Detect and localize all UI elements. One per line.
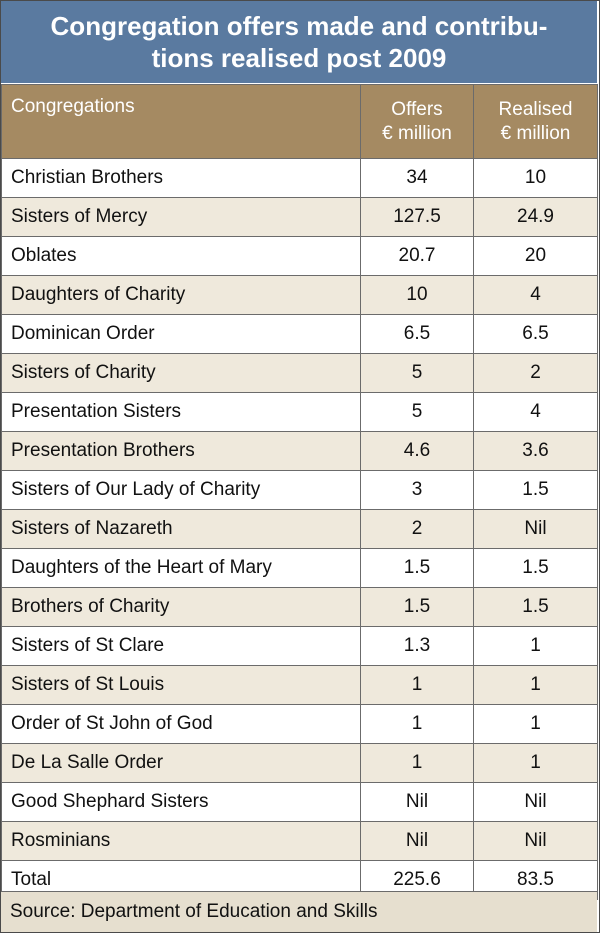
- cell-realised: 1.5: [473, 587, 598, 627]
- table-row: Good Shephard Sisters Nil Nil: [1, 782, 598, 822]
- cell-realised: 1: [473, 704, 598, 744]
- table-row: Sisters of St Louis 1 1: [1, 665, 598, 705]
- cell-realised: 2: [473, 353, 598, 393]
- cell-congregation: Daughters of the Heart of Mary: [1, 548, 361, 588]
- cell-offers: 1.3: [360, 626, 474, 666]
- cell-realised: 4: [473, 392, 598, 432]
- header-offers-line1: Offers: [391, 98, 443, 120]
- cell-realised: 1: [473, 665, 598, 705]
- cell-congregation: Presentation Brothers: [1, 431, 361, 471]
- cell-offers: Nil: [360, 821, 474, 861]
- data-table: Congregations Offers € million Realised …: [1, 84, 598, 900]
- cell-realised: Nil: [473, 782, 598, 822]
- cell-congregation: Oblates: [1, 236, 361, 276]
- cell-realised: 6.5: [473, 314, 598, 354]
- cell-realised: 24.9: [473, 197, 598, 237]
- cell-realised: 4: [473, 275, 598, 315]
- cell-congregation: Christian Brothers: [1, 158, 361, 198]
- cell-congregation: Sisters of Mercy: [1, 197, 361, 237]
- header-realised: Realised € million: [473, 84, 598, 159]
- cell-realised: 3.6: [473, 431, 598, 471]
- table-row: Dominican Order 6.5 6.5: [1, 314, 598, 354]
- table-row: Sisters of Nazareth 2 Nil: [1, 509, 598, 549]
- cell-congregation: Sisters of Our Lady of Charity: [1, 470, 361, 510]
- cell-congregation: Sisters of St Louis: [1, 665, 361, 705]
- cell-congregation: Dominican Order: [1, 314, 361, 354]
- cell-realised: 1.5: [473, 470, 598, 510]
- table-row: Presentation Sisters 5 4: [1, 392, 598, 432]
- cell-offers: 1: [360, 704, 474, 744]
- table-row: Daughters of the Heart of Mary 1.5 1.5: [1, 548, 598, 588]
- cell-offers: 1: [360, 665, 474, 705]
- cell-realised: Nil: [473, 509, 598, 549]
- cell-offers: 1.5: [360, 548, 474, 588]
- cell-offers: 5: [360, 392, 474, 432]
- cell-offers: 34: [360, 158, 474, 198]
- cell-offers: 127.5: [360, 197, 474, 237]
- cell-realised: 20: [473, 236, 598, 276]
- cell-congregation: Sisters of Nazareth: [1, 509, 361, 549]
- table-row: Sisters of Mercy 127.5 24.9: [1, 197, 598, 237]
- cell-offers: 5: [360, 353, 474, 393]
- cell-congregation: Order of St John of God: [1, 704, 361, 744]
- header-offers-line2: € million: [382, 122, 452, 144]
- table-body: Christian Brothers 34 10 Sisters of Mercy 12…: [1, 158, 598, 900]
- cell-congregation: Good Shephard Sisters: [1, 782, 361, 822]
- header-row: Congregations Offers € million Realised …: [1, 84, 598, 159]
- cell-offers: 20.7: [360, 236, 474, 276]
- cell-realised: 10: [473, 158, 598, 198]
- table-row: Sisters of Our Lady of Charity 3 1.5: [1, 470, 598, 510]
- cell-offers: 4.6: [360, 431, 474, 471]
- title-line-2: tions realised post 2009: [151, 43, 447, 73]
- cell-offers: 10: [360, 275, 474, 315]
- table-title: Congregation offers made and contribu- t…: [1, 1, 597, 83]
- cell-congregation: Sisters of St Clare: [1, 626, 361, 666]
- header-congregations: Congregations: [1, 84, 361, 159]
- cell-realised: 1: [473, 626, 598, 666]
- cell-congregation: Daughters of Charity: [1, 275, 361, 315]
- table-row: Brothers of Charity 1.5 1.5: [1, 587, 598, 627]
- cell-realised: Nil: [473, 821, 598, 861]
- cell-offers: 2: [360, 509, 474, 549]
- table-row: Oblates 20.7 20: [1, 236, 598, 276]
- cell-offers: Nil: [360, 782, 474, 822]
- table-row: Christian Brothers 34 10: [1, 158, 598, 198]
- table-row: De La Salle Order 1 1: [1, 743, 598, 783]
- cell-realised: 1.5: [473, 548, 598, 588]
- header-offers: Offers € million: [360, 84, 474, 159]
- table-row: Sisters of St Clare 1.3 1: [1, 626, 598, 666]
- table-row: Rosminians Nil Nil: [1, 821, 598, 861]
- table-row: Daughters of Charity 10 4: [1, 275, 598, 315]
- table-row: Presentation Brothers 4.6 3.6: [1, 431, 598, 471]
- cell-offers: 1.5: [360, 587, 474, 627]
- header-realised-line1: Realised: [498, 98, 573, 120]
- source-note: Source: Department of Education and Skil…: [1, 891, 597, 932]
- table-row: Sisters of Charity 5 2: [1, 353, 598, 393]
- table-row: Order of St John of God 1 1: [1, 704, 598, 744]
- cell-offers: 1: [360, 743, 474, 783]
- cell-congregation: De La Salle Order: [1, 743, 361, 783]
- cell-congregation: Sisters of Charity: [1, 353, 361, 393]
- cell-offers: 6.5: [360, 314, 474, 354]
- cell-congregation: Rosminians: [1, 821, 361, 861]
- cell-realised: 1: [473, 743, 598, 783]
- cell-congregation: Presentation Sisters: [1, 392, 361, 432]
- title-line-1: Congregation offers made and contribu-: [50, 11, 548, 41]
- header-realised-line2: € million: [500, 122, 571, 144]
- cell-congregation: Brothers of Charity: [1, 587, 361, 627]
- cell-offers: 3: [360, 470, 474, 510]
